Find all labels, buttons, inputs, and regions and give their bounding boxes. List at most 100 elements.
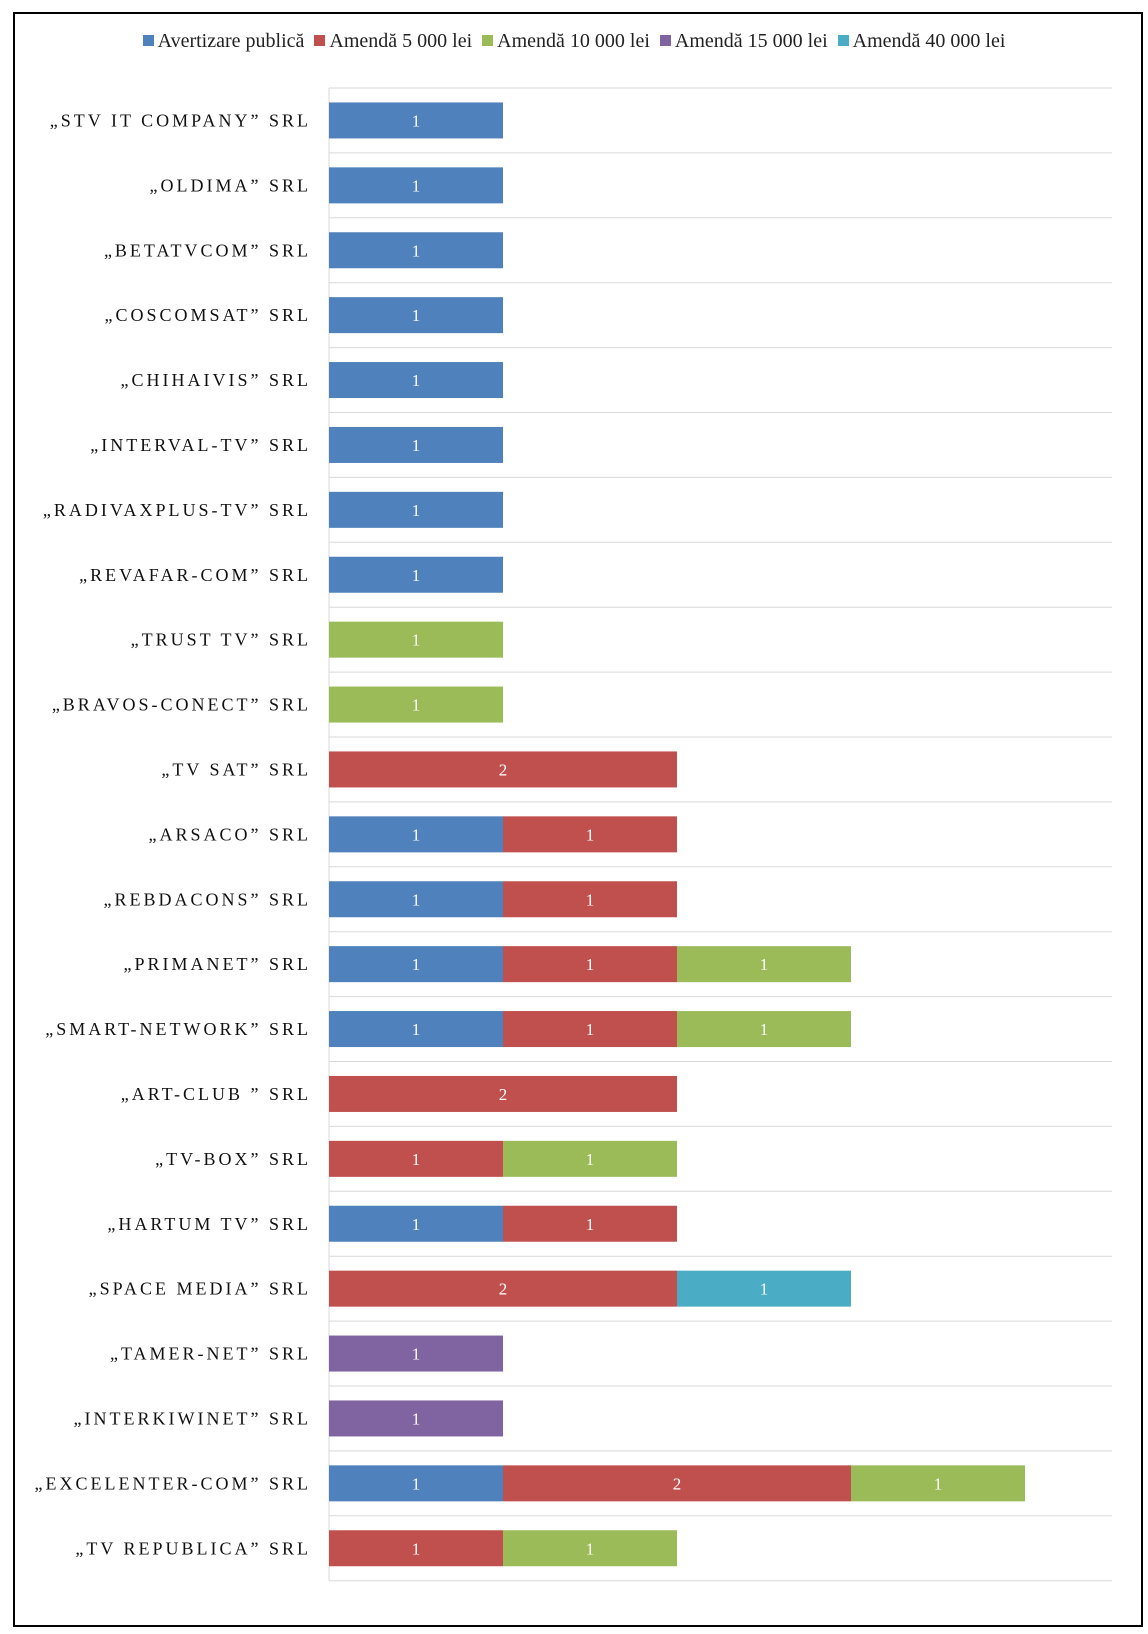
data-label: 2 — [499, 1085, 508, 1104]
legend-label: Amendă 5 000 lei — [329, 30, 473, 52]
legend-item: Amendă 10 000 lei — [482, 30, 650, 53]
category-label: „EXCELENTER-COM” SRL — [35, 1473, 311, 1493]
bar-segment — [677, 1011, 851, 1048]
category-label: „HARTUM TV” SRL — [107, 1214, 311, 1234]
data-label: 1 — [586, 890, 595, 909]
category-label: „STV IT COMPANY” SRL — [50, 110, 311, 130]
bar-segment — [503, 1530, 677, 1567]
legend-label: Amendă 10 000 lei — [497, 30, 650, 52]
data-label: 1 — [412, 825, 421, 844]
bar-segment — [677, 1270, 851, 1307]
data-label: 1 — [586, 1215, 595, 1234]
bar-segment — [329, 751, 677, 788]
bar-segment — [329, 167, 503, 204]
data-label: 1 — [412, 696, 421, 715]
category-label: „SPACE MEDIA” SRL — [89, 1279, 311, 1299]
bar-segment — [329, 1465, 503, 1502]
data-label: 1 — [412, 501, 421, 520]
bar-segment — [329, 426, 503, 463]
data-label: 1 — [412, 890, 421, 909]
data-label: 1 — [412, 955, 421, 974]
category-label: „ART-CLUB ” SRL — [121, 1084, 311, 1104]
bar-segment — [329, 1270, 677, 1307]
data-label: 2 — [673, 1474, 682, 1493]
category-label: „TV SAT” SRL — [161, 759, 311, 779]
legend-swatch — [142, 35, 154, 46]
data-label: 1 — [760, 955, 769, 974]
data-label: 1 — [412, 631, 421, 650]
legend-label: Amendă 15 000 lei — [674, 30, 828, 52]
bar-segment — [329, 491, 503, 528]
data-label: 1 — [412, 306, 421, 325]
data-label: 1 — [934, 1474, 943, 1493]
category-label: „BRAVOS-CONECT” SRL — [52, 695, 311, 715]
bar-segment — [329, 297, 503, 334]
category-label: „COSCOMSAT” SRL — [104, 305, 311, 325]
legend-label: Amendă 40 000 lei — [852, 30, 1006, 52]
legend-item: Amendă 15 000 lei — [659, 30, 828, 53]
bar-segment — [677, 946, 851, 983]
data-label: 1 — [586, 1150, 595, 1169]
bar-segment — [503, 946, 677, 983]
bar-segment — [329, 362, 503, 399]
bar-segment — [329, 946, 503, 983]
category-label: „REBDACONS” SRL — [103, 889, 311, 909]
category-label: „SMART-NETWORK” SRL — [45, 1019, 311, 1039]
category-label: „TV REPUBLICA” SRL — [75, 1538, 311, 1558]
category-label: „TAMER-NET” SRL — [110, 1344, 311, 1364]
category-label: „PRIMANET” SRL — [124, 954, 312, 974]
bar-segment — [503, 881, 677, 918]
data-label: 1 — [412, 1474, 421, 1493]
data-label: 1 — [586, 1020, 595, 1039]
data-label: 1 — [412, 176, 421, 195]
data-label: 2 — [499, 1280, 508, 1299]
category-label: „CHIHAIVIS” SRL — [121, 370, 312, 390]
bar-segment — [329, 102, 503, 139]
data-label: 2 — [499, 760, 508, 779]
bar-segment — [329, 1075, 677, 1112]
data-label: 1 — [412, 436, 421, 455]
data-label: 1 — [412, 371, 421, 390]
bar-segment — [503, 1465, 851, 1502]
legend-swatch — [837, 35, 849, 46]
bar-segment — [503, 1205, 677, 1242]
legend-item: Avertizare publică — [142, 30, 304, 53]
data-label: 1 — [412, 1020, 421, 1039]
data-label: 1 — [412, 566, 421, 585]
category-label: „OLDIMA” SRL — [150, 175, 311, 195]
data-label: 1 — [586, 1539, 595, 1558]
data-label: 1 — [586, 825, 595, 844]
legend-item: Amendă 40 000 lei — [837, 30, 1006, 53]
legend: Avertizare publică Amendă 5 000 lei Amendă… — [0, 30, 1148, 53]
bar-segment — [329, 1011, 503, 1048]
bar-segment — [329, 881, 503, 918]
legend-swatch — [659, 35, 671, 46]
bar-segment — [503, 1011, 677, 1048]
data-label: 1 — [412, 241, 421, 260]
category-label: „TV-BOX” SRL — [155, 1149, 311, 1169]
bar-segment — [329, 1400, 503, 1437]
data-label: 1 — [760, 1280, 769, 1299]
data-label: 1 — [760, 1020, 769, 1039]
data-label: 1 — [412, 1539, 421, 1558]
data-label: 1 — [586, 955, 595, 974]
bar-segment — [329, 232, 503, 269]
data-label: 1 — [412, 1150, 421, 1169]
bar-segment — [329, 556, 503, 593]
bar-segment — [329, 816, 503, 853]
bar-segment — [329, 1205, 503, 1242]
category-label: „TRUST TV” SRL — [131, 630, 311, 650]
category-label: „REVAFAR-COM” SRL — [79, 565, 311, 585]
bar-segment — [503, 1140, 677, 1177]
bar-segment — [329, 1530, 503, 1567]
data-label: 1 — [412, 1409, 421, 1428]
bar-segment — [329, 1140, 503, 1177]
category-label: „ARSACO” SRL — [148, 824, 311, 844]
bar-segment — [329, 1335, 503, 1372]
legend-swatch — [314, 35, 326, 46]
category-label: „INTERVAL-TV” SRL — [90, 435, 311, 455]
data-label: 1 — [412, 1345, 421, 1364]
legend-item: Amendă 5 000 lei — [314, 30, 472, 53]
legend-swatch — [482, 35, 494, 46]
